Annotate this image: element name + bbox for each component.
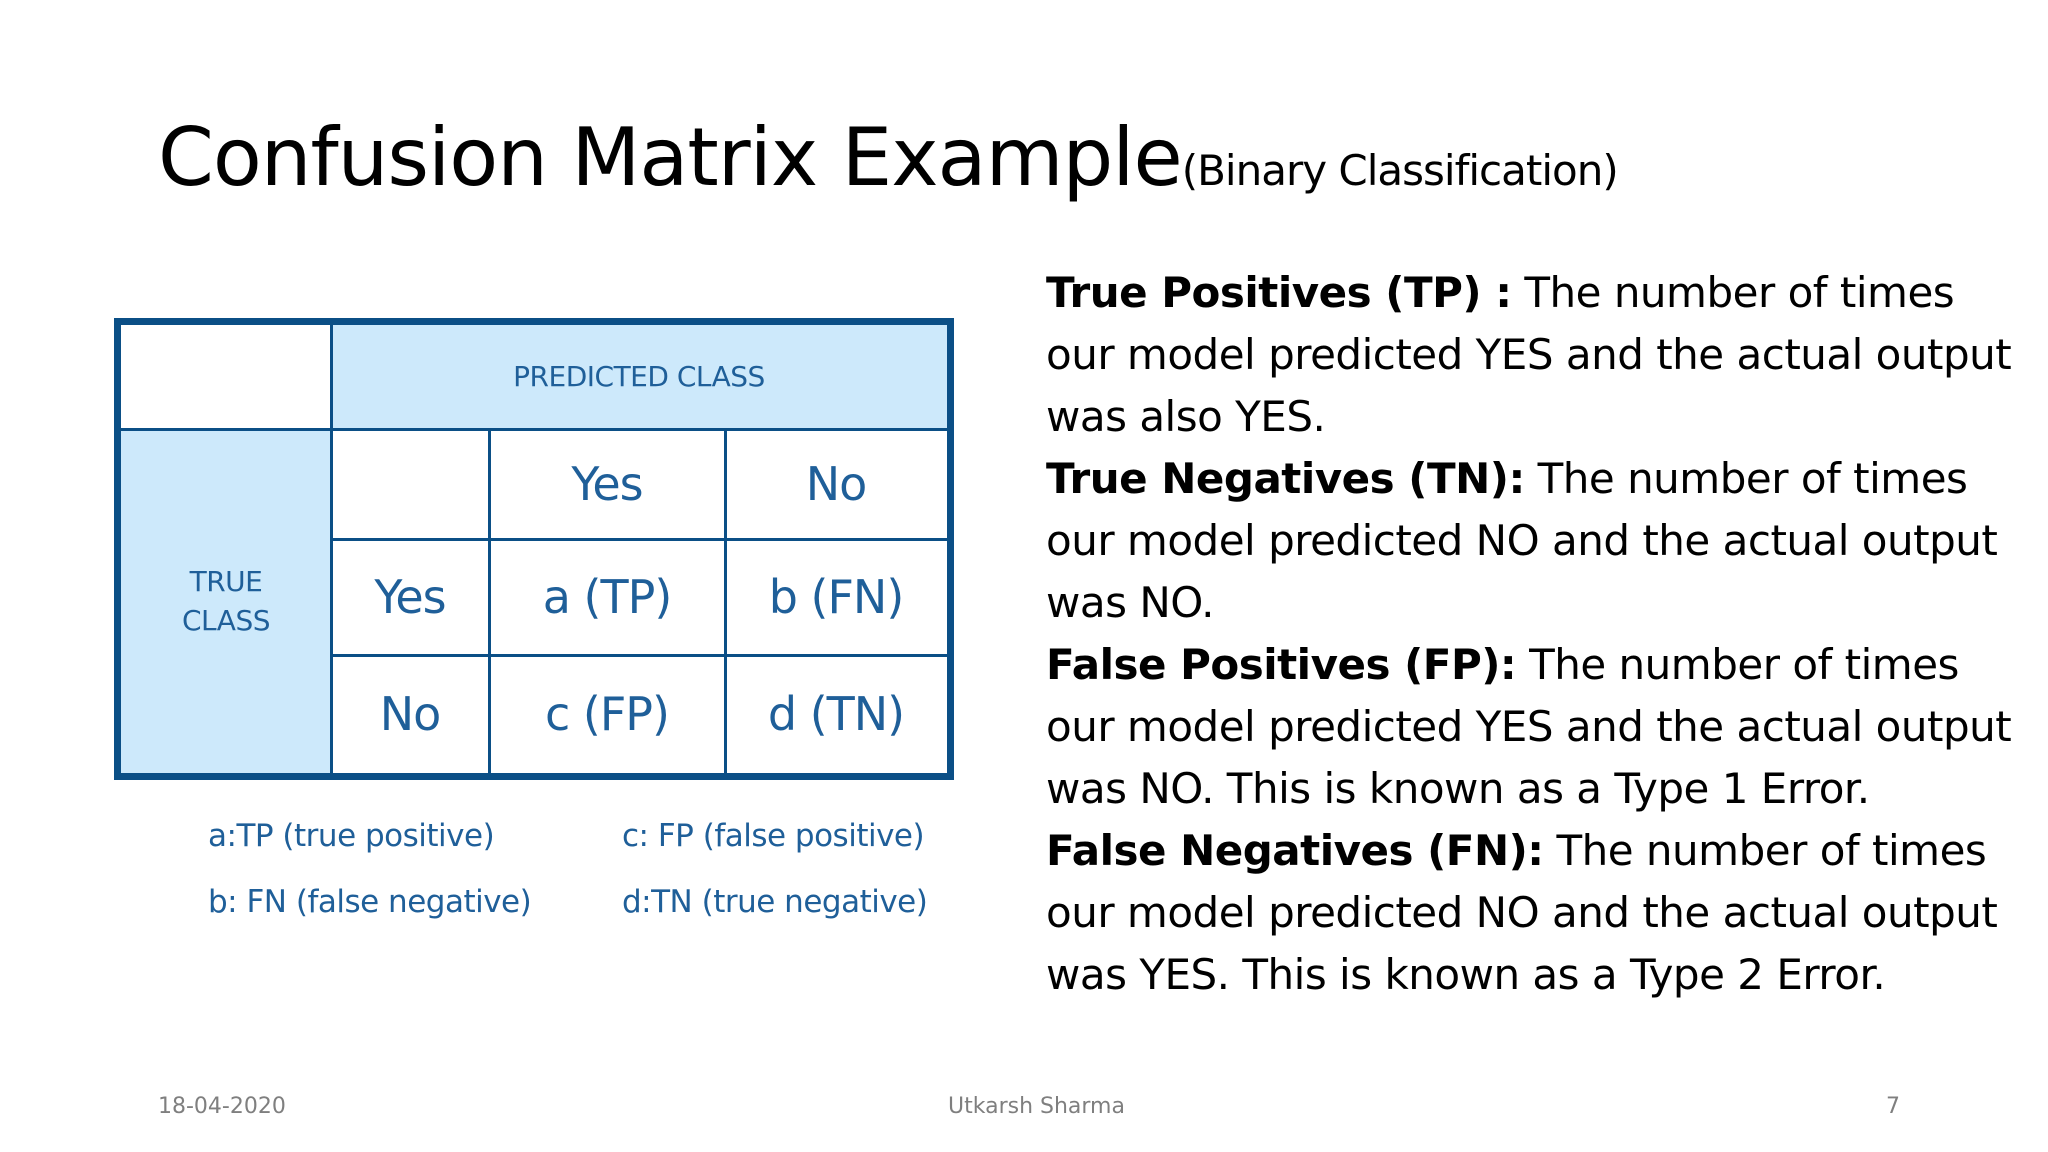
- definition-tn: True Negatives (TN): The number of times…: [1046, 448, 2016, 634]
- footer-page-number: 7: [1886, 1094, 1900, 1119]
- row-header-yes: Yes: [374, 570, 446, 624]
- grid-line-v2: [488, 429, 491, 773]
- desc-fn: The number of times our model predicted …: [1046, 826, 1998, 999]
- footer-author: Utkarsh Sharma: [948, 1094, 1125, 1119]
- grid-line-h3: [331, 654, 947, 657]
- grid-line-v1: [330, 325, 333, 773]
- cell-false-positive: c (FP): [544, 687, 670, 741]
- term-tn: True Negatives (TN):: [1046, 454, 1525, 503]
- true-class-header: TRUE CLASS: [121, 429, 331, 773]
- title-main: Confusion Matrix Example: [158, 111, 1183, 204]
- legend-tp: a:TP (true positive): [208, 818, 495, 854]
- cell-false-negative: b (FN): [768, 570, 905, 624]
- term-tp: True Positives (TP) :: [1046, 268, 1512, 317]
- legend-tn: d:TN (true negative): [622, 884, 928, 920]
- cell-true-positive: a (TP): [542, 570, 673, 624]
- confusion-matrix-table: PREDICTED CLASS TRUE CLASS Yes No Yes No…: [114, 318, 954, 780]
- desc-fp: The number of times our model predicted …: [1046, 640, 2012, 813]
- legend-fn: b: FN (false negative): [208, 884, 532, 920]
- column-header-yes: Yes: [571, 457, 643, 511]
- footer-date: 18-04-2020: [158, 1094, 286, 1119]
- slide-title: Confusion Matrix Example(Binary Classifi…: [158, 118, 1619, 198]
- true-class-line1: TRUE: [189, 564, 263, 598]
- row-header-no: No: [379, 687, 442, 741]
- definition-tp: True Positives (TP) : The number of time…: [1046, 262, 2016, 448]
- cell-true-negative: d (TN): [767, 687, 905, 741]
- true-class-line2: CLASS: [182, 604, 271, 637]
- title-subtitle: (Binary Classification): [1181, 146, 1619, 195]
- desc-tp: The number of times our model predicted …: [1046, 268, 2012, 441]
- predicted-class-header: PREDICTED CLASS: [331, 325, 947, 429]
- definition-fp: False Positives (FP): The number of time…: [1046, 634, 2016, 820]
- grid-line-h2: [331, 538, 947, 541]
- grid-line-h1: [121, 428, 947, 431]
- desc-tn: The number of times our model predicted …: [1046, 454, 1998, 627]
- definitions-text: True Positives (TP) : The number of time…: [1046, 262, 2016, 1006]
- legend-fp: c: FP (false positive): [622, 818, 925, 854]
- definition-fn: False Negatives (FN): The number of time…: [1046, 820, 2016, 1006]
- column-header-no: No: [805, 457, 868, 511]
- grid-line-v3: [724, 429, 727, 773]
- term-fp: False Positives (FP):: [1046, 640, 1517, 689]
- term-fn: False Negatives (FN):: [1046, 826, 1544, 875]
